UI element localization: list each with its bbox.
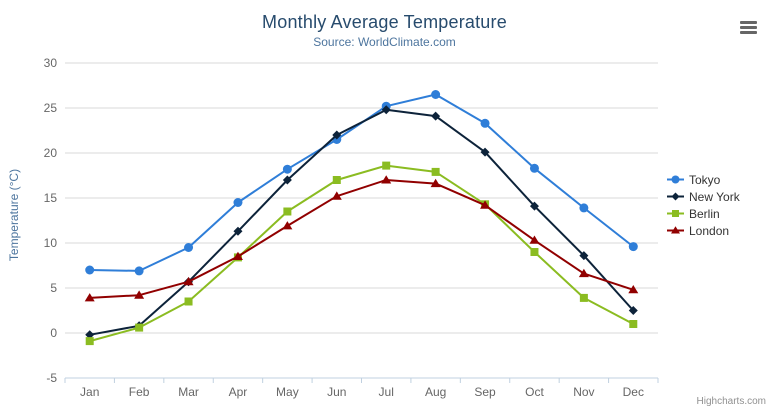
- triangle-marker: [480, 200, 491, 209]
- triangle-marker: [529, 235, 540, 244]
- square-marker: [629, 320, 638, 328]
- legend-item-berlin[interactable]: Berlin: [667, 206, 740, 221]
- diamond-legend-icon: [667, 192, 684, 201]
- square-marker: [530, 248, 539, 256]
- context-menu-button[interactable]: [740, 21, 757, 34]
- diamond-marker: [233, 226, 243, 236]
- square-legend-icon: [667, 210, 684, 217]
- circle-marker: [233, 198, 243, 207]
- diamond-marker: [332, 130, 342, 140]
- diamond-marker: [381, 105, 391, 115]
- y-axis-tick-label: 30: [44, 56, 58, 70]
- triangle-marker: [671, 226, 680, 234]
- legend-label: Berlin: [689, 206, 720, 221]
- square-marker: [332, 176, 341, 184]
- triangle-marker: [331, 191, 342, 200]
- triangle-marker: [430, 178, 441, 188]
- triangle-marker: [381, 175, 392, 184]
- square-marker: [283, 207, 292, 216]
- series-new-york[interactable]: [85, 105, 638, 340]
- circle-marker: [282, 164, 292, 174]
- legend-item-london[interactable]: London: [667, 223, 740, 238]
- x-axis-label: Apr: [229, 385, 248, 399]
- diamond-marker: [628, 306, 638, 315]
- legend-label: Tokyo: [689, 172, 721, 187]
- y-axis-tick-label: 15: [44, 191, 58, 205]
- legend-item-tokyo[interactable]: Tokyo: [667, 172, 740, 187]
- y-axis-tick-label: 25: [44, 101, 58, 115]
- square-marker: [85, 337, 94, 346]
- hamburger-menu-icon: [740, 21, 757, 34]
- chart-title: Monthly Average Temperature: [262, 12, 507, 32]
- triangle-marker: [134, 290, 145, 299]
- chart-subtitle: Source: WorldClimate.com: [313, 35, 456, 49]
- y-axis-title: Temperature (°C): [7, 168, 21, 262]
- diamond-marker: [431, 111, 441, 121]
- x-axis-label: May: [276, 385, 299, 399]
- diamond-marker: [282, 175, 292, 185]
- diamond-marker: [579, 251, 589, 261]
- triangle-marker: [232, 251, 243, 260]
- x-axis-label: Oct: [525, 385, 544, 399]
- triangle-legend-icon: [667, 226, 684, 234]
- triangle-marker: [282, 221, 293, 230]
- circle-marker: [431, 90, 441, 99]
- y-axis-tick-label: 0: [50, 326, 57, 340]
- series-tokyo[interactable]: [85, 90, 638, 276]
- highcharts-credits-link[interactable]: Highcharts.com: [696, 396, 766, 407]
- square-marker: [382, 161, 391, 170]
- diamond-marker: [671, 192, 680, 201]
- circle-marker: [671, 175, 680, 184]
- square-marker: [431, 167, 440, 176]
- diamond-marker: [85, 330, 95, 340]
- diamond-marker: [529, 201, 539, 211]
- y-axis-tick-label: 5: [50, 281, 57, 295]
- circle-marker: [480, 118, 490, 128]
- triangle-marker: [84, 293, 95, 302]
- legend-item-new-york[interactable]: New York: [667, 189, 740, 204]
- legend-label: New York: [689, 189, 740, 204]
- triangle-marker: [183, 276, 194, 286]
- x-axis-label: Jul: [379, 385, 394, 399]
- circle-marker: [579, 203, 589, 213]
- x-axis-label: Jun: [327, 385, 346, 399]
- y-axis-tick-label: -5: [46, 371, 57, 385]
- circle-marker: [529, 163, 539, 173]
- square-marker: [579, 293, 588, 302]
- triangle-marker: [628, 285, 639, 294]
- y-axis-tick-label: 20: [44, 146, 58, 160]
- y-axis-tick-label: 10: [44, 236, 58, 250]
- legend: Tokyo New York Berlin London: [667, 172, 740, 238]
- x-axis-label: Sep: [474, 385, 496, 399]
- circle-marker: [134, 266, 144, 276]
- circle-marker: [628, 242, 638, 252]
- legend-label: London: [689, 223, 730, 238]
- x-axis-label: Dec: [623, 385, 644, 399]
- circle-legend-icon: [667, 175, 684, 184]
- circle-marker: [184, 243, 194, 252]
- x-axis-label: Aug: [425, 385, 446, 399]
- x-axis-label: Mar: [178, 385, 199, 399]
- square-marker: [184, 297, 193, 306]
- x-axis-label: Nov: [573, 385, 594, 399]
- square-marker: [135, 323, 144, 332]
- circle-marker: [85, 265, 95, 275]
- square-marker: [672, 210, 679, 217]
- series-london[interactable]: [84, 175, 639, 302]
- diamond-marker: [480, 147, 490, 157]
- x-axis-label: Jan: [80, 385, 99, 399]
- triangle-marker: [578, 268, 589, 278]
- x-axis-label: Feb: [129, 385, 150, 399]
